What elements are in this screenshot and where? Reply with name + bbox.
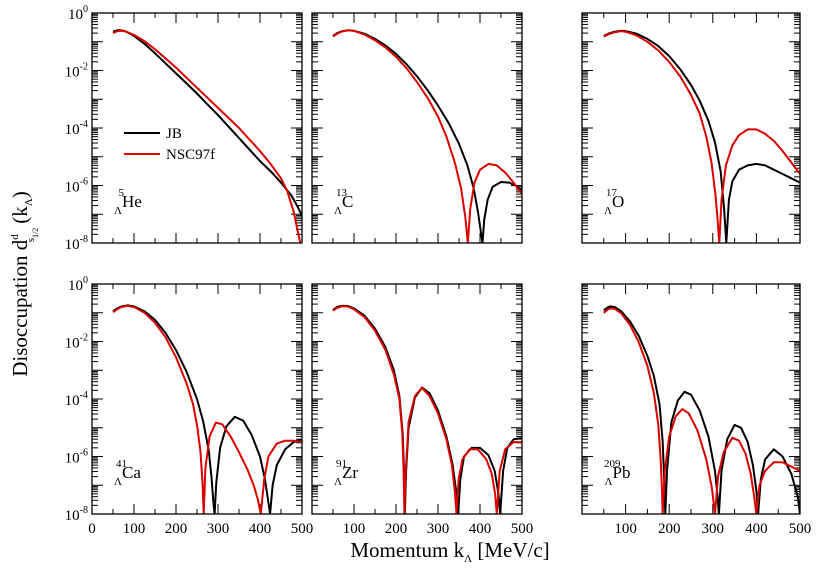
series-line-nsc97f [603,307,800,514]
panel-frame [311,283,523,515]
y-tick-label: 10-4 [65,119,88,138]
legend-label-jb: JB [166,126,182,142]
y-tick-label: 10-6 [65,448,88,467]
legend-label-nsc97f: NSC97f [166,147,215,163]
x-tick-label: 400 [249,521,272,537]
series-line-nsc97f [332,305,522,514]
y-tick-label: 10-6 [65,177,88,196]
series-line-jb [603,29,800,243]
y-tick-label: 10-4 [65,390,88,409]
nucleus-label: 17 ΛO [604,187,624,217]
series-line-nsc97f [603,30,800,243]
series-line-jb [112,29,302,217]
y-tick-label: 10-2 [65,62,88,81]
y-axis-title: Disoccupation dds1/2(kΛ) [8,191,40,377]
panel-pb: 100 200 300 400 500 209 ΛPb [581,283,812,537]
panel-frame [581,12,801,244]
x-axis-title: Momentum kΛ [MeV/c] [350,538,549,565]
x-tick-label: 200 [658,521,681,537]
panel-frame [91,12,303,244]
nucleus-label: 5 ΛHe [114,187,142,217]
panel-he: 100 10-2 10-4 10-6 10-8 5 ΛHe [65,4,303,253]
x-tick-label: 300 [427,521,450,537]
x-tick-label: 300 [702,521,725,537]
x-tick-label: 100 [123,521,146,537]
y-tick-label: 100 [68,4,88,23]
x-tick-label: 100 [614,521,637,537]
series-line-nsc97f [112,29,302,243]
x-tick-label: 400 [469,521,492,537]
x-tick-label: 400 [745,521,768,537]
y-tick-label: 10-8 [65,234,88,253]
x-tick-label: 100 [343,521,366,537]
x-tick-label: 500 [511,521,534,537]
x-tick-label: 200 [385,521,408,537]
x-tick-label: 300 [207,521,230,537]
panel-ca: 100 10-2 10-4 10-6 10-80 100 200 300 400 500 41 ΛCa [65,275,314,537]
y-tick-label: 100 [68,275,88,294]
panel-frame [311,12,523,244]
nucleus-label: 41 ΛCa [114,458,141,488]
y-tick-label: 10-2 [65,333,88,352]
panel-frame [581,283,801,515]
legend: JB NSC97f [124,126,215,163]
y-tick-label: 10-8 [65,505,88,524]
x-tick-label: 500 [291,521,314,537]
series-line-nsc97f [112,304,302,514]
panel-c: 13 ΛC [311,12,523,244]
series-line-jb [332,29,522,243]
x-tick-label: 200 [165,521,188,537]
panel-o: 17 ΛO [581,12,801,244]
x-tick-label: 0 [88,521,96,537]
series-line-jb [332,304,522,514]
nucleus-label: 13 ΛC [334,187,353,217]
panel-zr: 100 200 300 400 500 91 ΛZr [311,283,534,537]
series-line-jb [112,304,302,514]
x-tick-label: 500 [789,521,812,537]
series-line-nsc97f [332,29,522,243]
panel-frame [91,283,303,515]
series-line-jb [603,305,800,514]
nucleus-label: 91 ΛZr [334,458,358,488]
nucleus-label: 209 ΛPb [604,458,630,488]
